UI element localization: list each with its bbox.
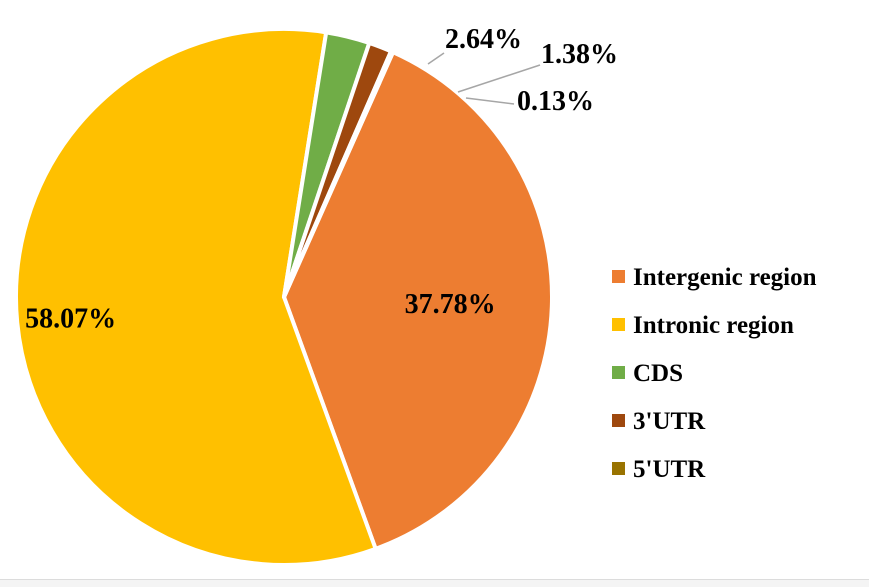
legend-swatch-intergenic-region <box>612 270 625 283</box>
pie-slice-intronic-region <box>14 27 378 567</box>
legend-swatch-3-utr <box>612 414 625 427</box>
legend-label-intronic-region: Intronic region <box>633 312 794 339</box>
leader-line-cds <box>427 52 445 65</box>
pie-slice-intergenic-region <box>282 50 554 551</box>
pie-slices <box>14 27 554 567</box>
legend-label-intergenic-region: Intergenic region <box>633 264 817 291</box>
data-label-intergenic-region: 37.78% <box>405 289 496 320</box>
data-label-cds: 2.64% <box>445 24 522 55</box>
legend-label-cds: CDS <box>633 360 683 387</box>
data-label-3-utr: 1.38% <box>541 39 618 70</box>
data-label-intronic-region: 58.07% <box>25 303 116 334</box>
slice-labels: 37.78% 58.07% 2.64% 1.38% 0.13% <box>25 24 618 334</box>
leader-line-3-utr <box>457 64 541 93</box>
legend-label-3-utr: 3'UTR <box>633 408 706 435</box>
legend-swatch-cds <box>612 366 625 379</box>
pie-slice-5-utr <box>282 49 396 299</box>
data-label-5-utr: 0.13% <box>517 86 594 117</box>
legend-label-5-utr: 5'UTR <box>633 456 706 483</box>
legend-swatch-5-utr <box>612 462 625 475</box>
leader-line-5-utr <box>465 97 515 105</box>
leader-lines <box>427 52 541 105</box>
legend-swatch-intronic-region <box>612 318 625 331</box>
legend: Intergenic region Intronic region CDS 3'UTR… <box>612 264 817 483</box>
bottom-border <box>0 579 869 587</box>
